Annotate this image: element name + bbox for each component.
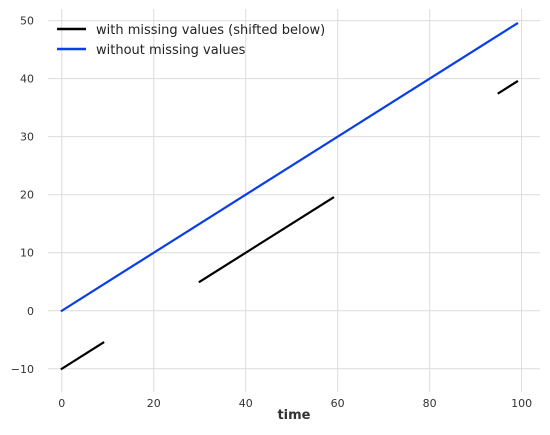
y-tick-label: 30 [20,131,34,144]
x-tick-label: 100 [511,397,532,410]
x-axis-label: time [277,408,310,423]
y-tick-label: 20 [20,189,34,202]
y-tick-label: −10 [11,363,34,376]
series-lines [60,21,519,371]
series-without-missing-line [60,21,519,313]
x-tick-label: 40 [239,397,253,410]
tick-labels: 0 20 40 60 80 100 −10 0 10 20 30 40 50 [11,15,532,410]
x-tick-label: 0 [58,397,65,410]
legend: with missing values (shifted below) witho… [57,23,325,58]
y-tick-label: 0 [27,305,34,318]
series-with-missing-line [198,196,335,284]
legend-label: with missing values (shifted below) [96,23,325,38]
series-with-missing-line [497,80,519,95]
grid-lines [48,9,540,392]
x-tick-label: 20 [147,397,161,410]
x-tick-label: 80 [423,397,437,410]
legend-label: without missing values [96,43,246,58]
y-tick-label: 50 [20,15,34,28]
series-with-missing-line [60,341,105,371]
y-tick-label: 10 [20,247,34,260]
y-tick-label: 40 [20,73,34,86]
x-tick-label: 60 [331,397,345,410]
